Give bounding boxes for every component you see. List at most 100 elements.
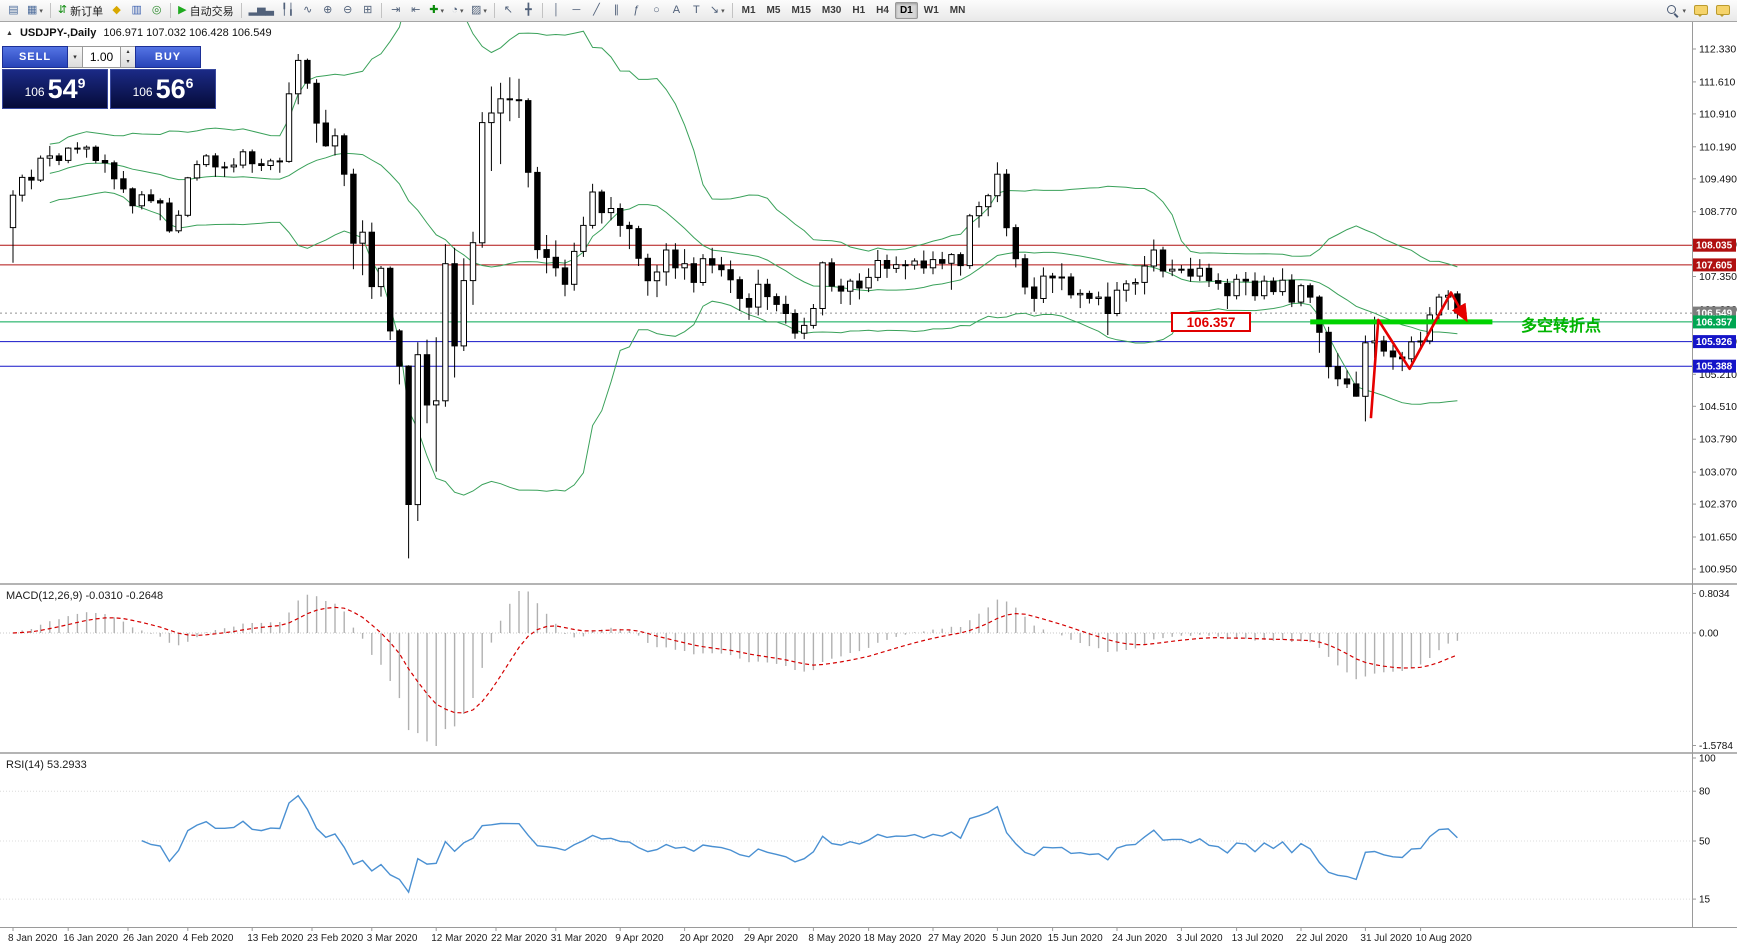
trend-arrow[interactable] [1369,291,1468,419]
market-watch-button[interactable]: ▥ [127,1,146,20]
line-chart-button[interactable]: ∿ [298,1,317,20]
text-icon: A [672,4,681,16]
arrows-icon: ↘ [709,4,720,16]
date-axis-label: 5 Jun 2020 [992,933,1042,944]
svg-text:103.070: 103.070 [1699,467,1737,479]
chart-shift-button[interactable]: ⇤ [406,1,425,20]
shapes-icon: ○ [653,4,660,16]
svg-text:109.490: 109.490 [1699,173,1737,185]
date-axis-label: 9 Apr 2020 [615,933,664,944]
date-axis-label: 24 Jun 2020 [1112,933,1167,944]
pane-separator[interactable] [0,752,1737,754]
auto-scroll-button[interactable]: ⇥ [386,1,405,20]
one-click-trading-panel: SELL ▾ ▴ ▾ BUY 106 54 9 106 56 6 [2,46,216,109]
svg-text:102.370: 102.370 [1699,499,1737,511]
symbol-search-button[interactable]: ▾ [1662,1,1689,20]
timeframe-button-h1[interactable]: H1 [852,5,866,16]
toolbar-separator [381,3,383,18]
zoom-out-button[interactable]: ⊖ [338,1,357,20]
support-chat-button[interactable] [1712,1,1733,20]
sell-price-display[interactable]: 106 54 9 [2,69,108,109]
crosshair-button[interactable]: ╋ [519,1,538,20]
timeframe-button-d1[interactable]: D1 [894,2,918,19]
timeframe-button-m1[interactable]: M1 [741,5,756,16]
candlestick-chart-button[interactable]: ╿╽ [278,1,297,20]
periods-button[interactable]: ◔ ▾ [448,1,467,20]
zoom-in-button[interactable]: ⊕ [318,1,337,20]
cursor-icon: ↖ [503,4,514,16]
chevron-down-icon: ▾ [721,7,725,15]
date-axis-label: 3 Jul 2020 [1176,933,1223,944]
date-axis-label: 26 Jan 2020 [123,933,178,944]
price-scale[interactable]: 112.330 111.610 110.910 110.190 109.490 108.7… [1692,44,1737,576]
tile-windows-button[interactable]: ⊞ [358,1,377,20]
chart-canvas[interactable]: 112.330 111.610 110.910 110.190 109.490 108.7… [0,22,1737,946]
add-indicator-button[interactable]: ✚ ▾ [426,1,447,20]
toolbar-separator [541,3,543,18]
cursor-button[interactable]: ↖ [499,1,518,20]
templates-button[interactable]: ▨ ▾ [468,1,490,20]
metaeditor-button[interactable]: ◆ [107,1,126,20]
spinner-up-icon[interactable]: ▴ [126,49,130,55]
svg-text:100.950: 100.950 [1699,564,1737,576]
timeframe-button-w1[interactable]: W1 [923,5,939,16]
label-button[interactable]: T [687,1,706,20]
bar-chart-button[interactable]: ▂▅▃ [246,1,277,20]
channel-icon: ∥ [613,4,620,16]
fibonacci-button[interactable]: ƒ [627,1,646,20]
svg-text:111.610: 111.610 [1699,76,1736,88]
sell-button[interactable]: SELL [2,46,68,68]
new-order-button[interactable]: ⇵ 新订单 [55,1,106,20]
toolbar-separator [493,3,495,18]
vertical-line-button[interactable]: │ [547,1,566,20]
date-axis[interactable]: 8 Jan 2020 16 Jan 2020 26 Jan 2020 4 Feb 20… [8,927,1472,944]
volume-input[interactable] [83,46,121,68]
price-callout-box[interactable]: 106.357 [1171,312,1251,332]
chart-window[interactable]: 112.330 111.610 110.910 110.190 109.490 108.7… [0,22,1737,946]
arrows-button[interactable]: ↘ ▾ [707,1,728,20]
timeframe-button-m15[interactable]: M15 [791,5,811,16]
autotrading-button[interactable]: ▶ 自动交易 [175,1,236,20]
channel-button[interactable]: ∥ [607,1,626,20]
pane-separator[interactable] [0,583,1737,585]
volume-dropdown-caret[interactable]: ▾ [68,46,83,68]
svg-text:106.549: 106.549 [1696,309,1733,320]
timeframe-button-m30[interactable]: M30 [821,5,842,16]
vertical-line-icon: │ [552,4,560,16]
turning-point-label[interactable]: 多空转折点 [1521,318,1602,335]
profiles-button[interactable]: ▦ ▾ [24,1,46,20]
templates-icon: ▨ [470,4,482,16]
svg-text:101.650: 101.650 [1699,532,1737,544]
main-toolbar: ▤ ▦ ▾ ⇵ 新订单 ◆ ▥ ◎ ▶ 自动交易 ▂▅▃ ╿╽ ∿ ⊕ ⊖ ⊞ ⇥ ⇤ ✚ ▾ ◔ ▾ ▨ ▾ ↖ ╋ │ ─ ╱ ∥ ƒ ○… [0,0,1737,22]
main-pane[interactable] [0,22,1692,559]
text-button[interactable]: A [667,1,686,20]
date-axis-label: 27 May 2020 [928,933,986,944]
buy-button[interactable]: BUY [135,46,201,68]
horizontal-line-button[interactable]: ─ [567,1,586,20]
buy-price-sup: 6 [185,75,194,91]
chart-shift-icon: ⇤ [411,4,421,16]
timeframe-button-mn[interactable]: MN [949,5,966,16]
macd-pane[interactable] [0,591,1692,746]
candles [9,54,1461,559]
chevron-down-icon: ▾ [483,7,487,15]
community-chat-button[interactable] [1690,1,1711,20]
trendline-button[interactable]: ╱ [587,1,606,20]
svg-text:107.605: 107.605 [1696,260,1733,271]
rsi-scale[interactable]: 100 80 50 15 [1692,754,1716,906]
new-order-button-label: 新订单 [70,5,104,18]
spinner-down-icon[interactable]: ▾ [126,59,130,65]
buy-price-display[interactable]: 106 56 6 [110,69,216,109]
navigator-button[interactable]: ◎ [147,1,166,20]
shapes-button[interactable]: ○ [647,1,666,20]
toolbar-separator [731,3,733,18]
chevron-down-icon: ▾ [1682,7,1686,15]
metaeditor-icon: ◆ [112,4,121,16]
timeframe-button-h4[interactable]: H4 [876,5,889,16]
macd-scale[interactable]: 0.8034 0.00 -1.5784 [1692,589,1733,752]
new-chart-button[interactable]: ▤ [4,1,23,20]
rsi-pane[interactable] [0,790,1692,900]
bollinger-band [49,22,1458,268]
volume-spinner[interactable]: ▴ ▾ [121,46,135,68]
timeframe-button-m5[interactable]: M5 [766,5,781,16]
